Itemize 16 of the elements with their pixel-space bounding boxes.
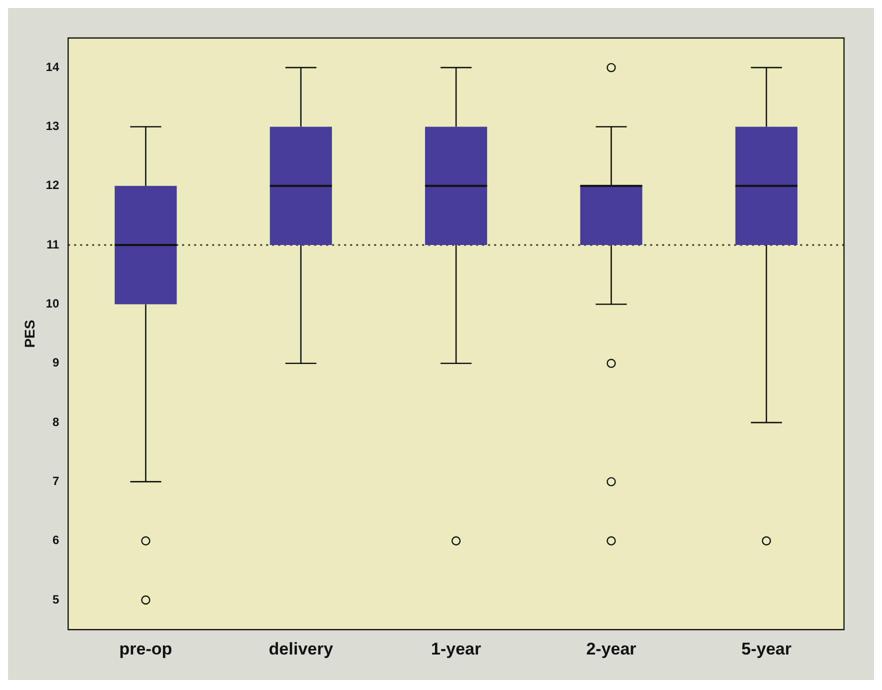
y-tick-label: 12 [46, 178, 60, 192]
y-tick-label: 9 [52, 356, 60, 370]
y-tick-label: 8 [52, 414, 60, 429]
y-tick-label: 13 [46, 119, 60, 134]
y-tick-label: 10 [46, 296, 60, 311]
x-tick-label: 1-year [431, 639, 482, 658]
y-tick-label: 14 [46, 60, 60, 74]
x-tick-label: pre-op [119, 639, 172, 658]
y-tick-label: 7 [52, 474, 60, 488]
y-tick-label: 5 [52, 592, 60, 606]
y-tick-label: 11 [46, 237, 60, 252]
y-tick-label: 6 [52, 533, 60, 548]
y-axis-title: PES [21, 320, 38, 348]
x-tick-label: 5-year [741, 639, 792, 658]
x-tick-label: 2-year [586, 639, 637, 658]
x-tick-label: delivery [268, 639, 334, 658]
